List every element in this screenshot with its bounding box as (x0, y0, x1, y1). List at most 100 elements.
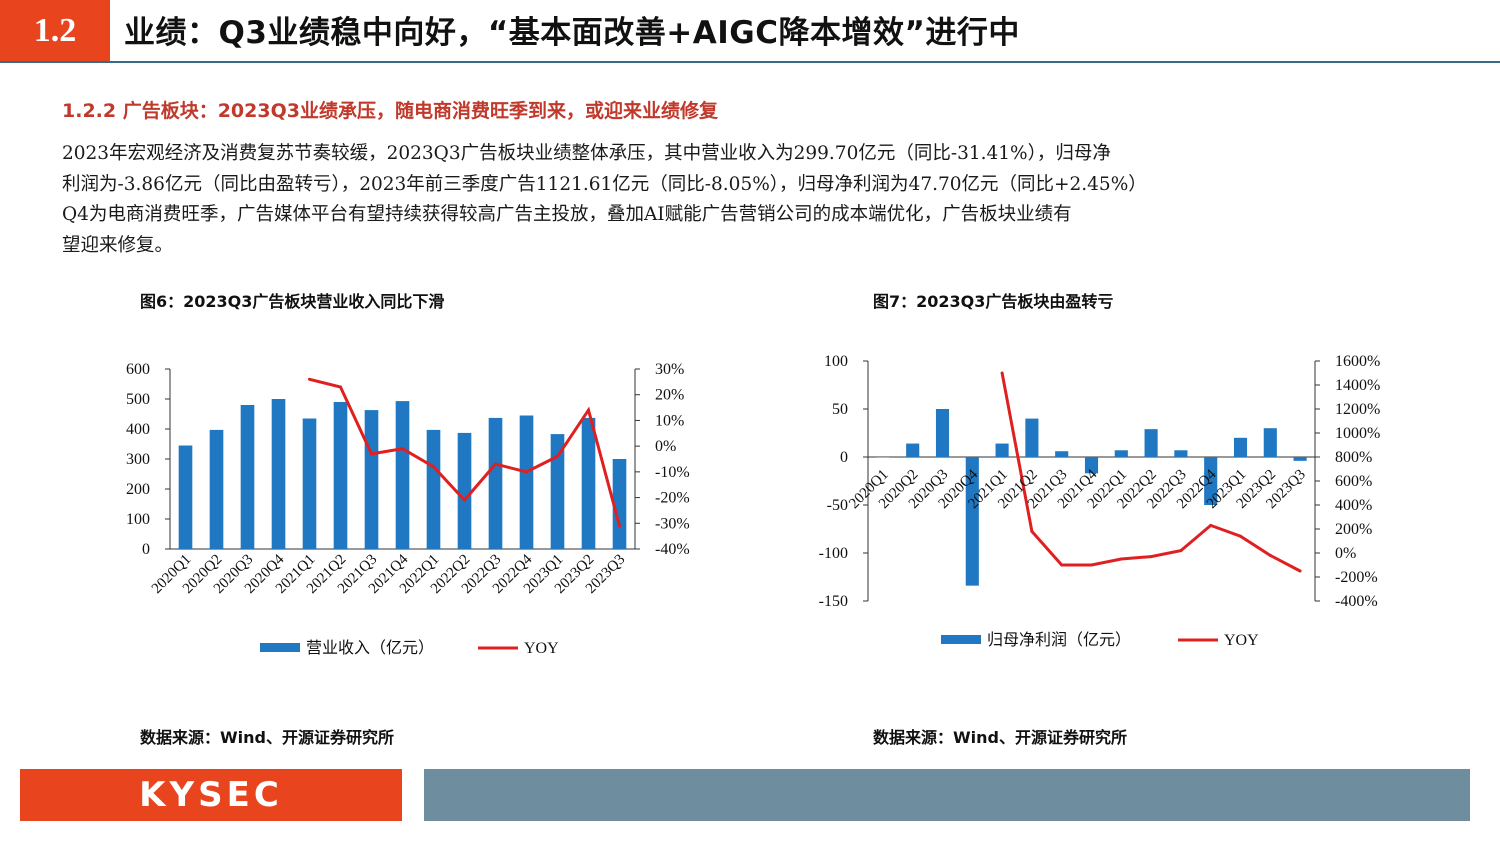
yoy-point-2022Q3 (494, 462, 497, 466)
yoy-point-2021Q3 (370, 452, 373, 456)
left-y-tick-label: 200 (126, 481, 150, 498)
right-y-tick-label: 200% (1335, 521, 1372, 538)
header-divider (0, 61, 1500, 63)
bar-2020Q2 (209, 429, 224, 549)
bar-2022Q3 (1174, 450, 1188, 457)
bar-2021Q1 (302, 418, 317, 549)
bar-2022Q1 (1114, 450, 1128, 457)
bar-2023Q3 (612, 459, 627, 549)
yoy-point-2023Q3 (618, 524, 621, 528)
right-y-tick-label: 10% (655, 412, 684, 429)
bar-2021Q4 (395, 401, 410, 549)
left-y-tick-label: -50 (827, 497, 848, 514)
yoy-point-2023Q1 (556, 454, 559, 458)
right-y-tick-label: -30% (655, 515, 690, 532)
bar-2021Q2 (333, 402, 348, 549)
right-y-tick-label: -200% (1335, 569, 1378, 586)
legend-bar-swatch (260, 643, 300, 652)
right-y-tick-label: -10% (655, 464, 690, 481)
right-figure-title: 图7：2023Q3广告板块由盈转亏 (873, 292, 1114, 311)
yoy-point-2021Q4 (1090, 563, 1093, 567)
footer-logo-bar: KYSEC (20, 769, 402, 821)
yoy-point-2021Q2 (339, 385, 342, 389)
bar-2020Q1 (178, 445, 193, 549)
left-y-tick-label: 400 (126, 421, 150, 438)
yoy-point-2023Q2 (587, 408, 590, 412)
left-y-tick-label: 100 (824, 353, 848, 370)
yoy-point-2023Q3 (1298, 569, 1302, 573)
bar-2020Q2 (906, 443, 920, 457)
right-y-tick-label: 800% (1335, 449, 1372, 466)
right-y-tick-label: 1600% (1335, 353, 1380, 370)
bar-2023Q2 (581, 417, 596, 549)
bar-2021Q1 (995, 443, 1009, 457)
yoy-point-2022Q2 (463, 498, 466, 502)
legend-bar-label: 归母净利润（亿元） (987, 631, 1131, 649)
legend-bar-swatch (941, 635, 981, 644)
bar-2022Q2 (1144, 429, 1158, 457)
yoy-point-2022Q4 (1209, 523, 1213, 527)
bar-2020Q4 (965, 457, 979, 586)
left-y-tick-label: 500 (126, 391, 150, 408)
bar-2022Q2 (457, 432, 472, 549)
right-y-tick-label: 600% (1335, 473, 1372, 490)
bar-2021Q3 (1055, 451, 1069, 457)
right-y-tick-label: 400% (1335, 497, 1372, 514)
bar-2022Q3 (488, 417, 503, 549)
left-figure-source: 数据来源：Wind、开源证券研究所 (140, 728, 394, 747)
bar-2023Q1 (550, 434, 565, 549)
right-y-tick-label: 20% (655, 387, 684, 404)
bar-2020Q3 (935, 409, 950, 457)
yoy-point-2021Q4 (401, 447, 404, 451)
page-title: 业绩：Q3业绩稳中向好，“基本面改善+AIGC降本增效”进行中 (124, 15, 1020, 51)
section-heading: 1.2.2 广告板块：2023Q3业绩承压，随电商消费旺季到来，或迎来业绩修复 (62, 100, 718, 122)
bar-2020Q3 (240, 405, 255, 549)
legend-line-label: YOY (1224, 632, 1259, 649)
right-y-tick-label: -400% (1335, 593, 1378, 610)
left-y-tick-label: 100 (126, 511, 150, 528)
section-number-badge: 1.2 (0, 0, 110, 62)
right-y-tick-label: 1400% (1335, 377, 1380, 394)
bar-2022Q1 (426, 429, 441, 549)
left-y-tick-label: 600 (126, 361, 150, 378)
right-y-tick-label: 1200% (1335, 401, 1380, 418)
bar-2020Q1 (876, 457, 890, 458)
yoy-point-2021Q1 (308, 377, 311, 381)
bar-2023Q2 (1263, 428, 1277, 457)
right-y-tick-label: 1000% (1335, 425, 1380, 442)
body-paragraph: 2023年宏观经济及消费复苏节奏较缓，2023Q3广告板块业绩整体承压，其中营业… (62, 139, 1462, 261)
right-y-tick-label: 0% (1335, 545, 1356, 562)
right-y-tick-label: 0% (655, 438, 676, 455)
yoy-point-2022Q1 (1119, 557, 1123, 561)
yoy-point-2023Q1 (1239, 534, 1242, 538)
legend-bar-label: 营业收入（亿元） (306, 639, 434, 657)
footer-accent-bar (424, 769, 1470, 821)
right-figure-source: 数据来源：Wind、开源证券研究所 (873, 728, 1127, 747)
left-y-tick-label: 50 (832, 401, 848, 418)
right-y-tick-label: -40% (655, 541, 690, 558)
brand-logo: KYSEC (139, 775, 283, 815)
yoy-point-2021Q3 (1060, 563, 1064, 567)
right-y-tick-label: 30% (655, 361, 684, 378)
bar-2020Q4 (271, 399, 286, 549)
yoy-point-2021Q1 (1000, 371, 1004, 375)
left-y-tick-label: -150 (819, 593, 848, 610)
left-y-tick-label: 0 (840, 449, 848, 466)
net-profit-chart: -150 -100 -50 0 50 100 -400% -200% 0% 200% 400% 600… (819, 353, 1381, 649)
revenue-chart: 0 100 200 300 400 500 600 -40% -30% -20% -10% 0% 10%… (126, 361, 690, 657)
yoy-point-2021Q2 (1030, 529, 1034, 533)
left-y-tick-label: -100 (819, 545, 848, 562)
bar-2023Q3 (1293, 457, 1307, 461)
left-figure-title: 图6：2023Q3广告板块营业收入同比下滑 (140, 292, 445, 311)
legend-line-label: YOY (524, 640, 559, 657)
bar-2022Q4 (519, 415, 534, 549)
paragraph-line: 利润为-3.86亿元（同比由盈转亏），2023年前三季度广告1121.61亿元（… (62, 173, 1147, 195)
bar-2023Q1 (1233, 437, 1248, 457)
bar-2021Q3 (364, 410, 379, 549)
paragraph-line: 2023年宏观经济及消费复苏节奏较缓，2023Q3广告板块业绩整体承压，其中营业… (62, 143, 1111, 164)
yoy-point-2022Q2 (1149, 555, 1153, 559)
paragraph-line: 望迎来修复。 (62, 234, 174, 256)
bar-2021Q2 (1025, 418, 1039, 457)
yoy-point-2023Q2 (1268, 553, 1272, 557)
yoy-point-2022Q4 (525, 470, 528, 474)
